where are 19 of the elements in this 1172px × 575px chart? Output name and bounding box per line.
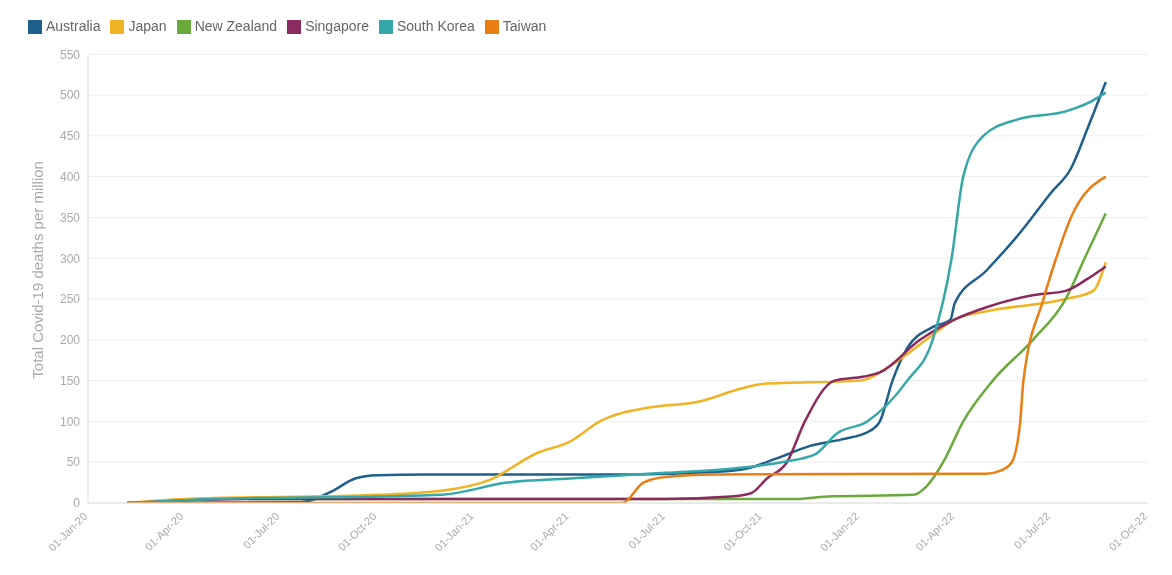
y-axis-title: Total Covid-19 deaths per million (29, 161, 47, 379)
y-tick-label: 250 (59, 292, 81, 307)
y-tick-label: 550 (59, 47, 81, 62)
legend-label: Singapore (305, 18, 369, 34)
legend-label: Taiwan (502, 18, 547, 34)
y-tick-label: 300 (59, 251, 81, 266)
legend-label: Australia (46, 18, 101, 34)
y-tick-label: 350 (59, 210, 81, 225)
y-tick-label: 50 (66, 455, 81, 470)
y-tick-label: 400 (59, 169, 81, 184)
y-tick-label: 0 (73, 496, 81, 511)
y-tick-label: 150 (59, 373, 81, 388)
y-tick-label: 100 (59, 414, 81, 429)
legend-label: Japan (128, 18, 167, 34)
legend-label: New Zealand (194, 18, 278, 34)
y-tick-label: 450 (59, 129, 81, 144)
y-tick-label: 500 (59, 88, 81, 103)
legend-label: South Korea (396, 18, 475, 34)
y-tick-label: 200 (59, 333, 81, 348)
